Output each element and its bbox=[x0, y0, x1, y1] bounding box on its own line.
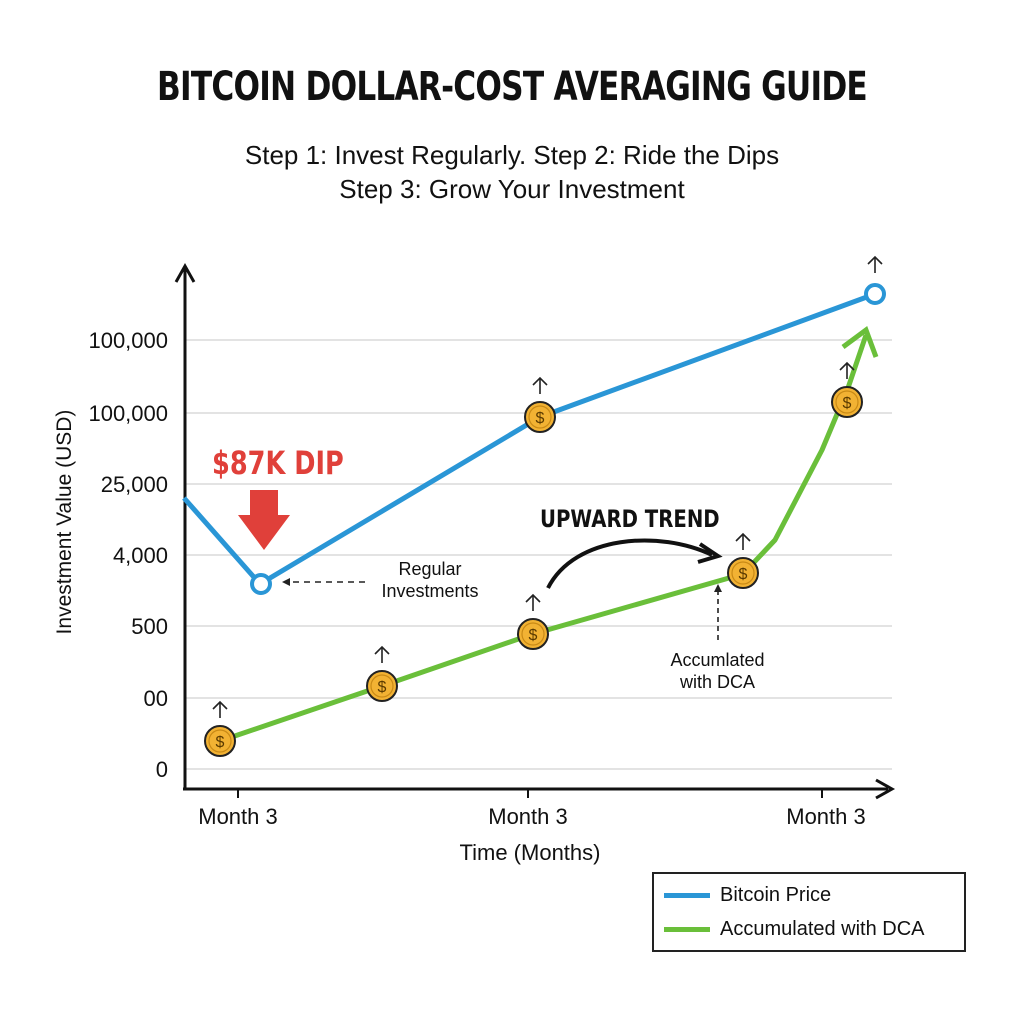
bitcoin-end-marker bbox=[864, 283, 886, 305]
legend-item-bitcoin: Bitcoin Price bbox=[664, 884, 831, 907]
annotation-line: Accumlated bbox=[670, 650, 765, 670]
coin-icon bbox=[524, 377, 556, 433]
x-axis bbox=[183, 778, 896, 800]
annotation-line: Investments bbox=[381, 581, 479, 601]
coin-icon bbox=[727, 533, 759, 589]
legend-item-dca: Accumulated with DCA bbox=[664, 918, 925, 941]
chart-title: BITCOIN DOLLAR-COST AVERAGING GUIDE bbox=[157, 64, 868, 110]
dip-arrow-icon bbox=[238, 490, 290, 550]
legend: Bitcoin Price Accumulated with DCA bbox=[652, 872, 966, 952]
legend-swatch-blue bbox=[664, 893, 710, 898]
y-axis-label: Investment Value (USD) bbox=[53, 409, 76, 635]
bitcoin-dip-marker bbox=[250, 573, 272, 595]
legend-label: Bitcoin Price bbox=[720, 884, 832, 906]
coin-icon bbox=[204, 701, 236, 757]
y-tick-label: 0 bbox=[155, 757, 168, 782]
accumulated-annotation: Accumlated with DCA bbox=[650, 649, 785, 693]
x-tick-label: Month 3 bbox=[786, 804, 866, 829]
x-tick-label: Month 3 bbox=[198, 804, 278, 829]
x-tick-label: Month 3 bbox=[488, 804, 568, 829]
annotation-line: Regular bbox=[398, 559, 462, 579]
dip-annotation: $87K DIP bbox=[212, 444, 344, 482]
legend-label: Accumulated with DCA bbox=[720, 918, 925, 940]
regular-investments-annotation: Regular Investments bbox=[370, 558, 490, 602]
x-axis-label: Time (Months) bbox=[459, 840, 601, 865]
coin-icon bbox=[831, 362, 863, 418]
upward-trend-arrow-icon bbox=[546, 538, 713, 589]
dca-arrowhead bbox=[841, 326, 879, 358]
y-tick-label: 4,000 bbox=[112, 543, 168, 568]
y-tick-label: 00 bbox=[143, 686, 168, 711]
y-tick-label: 500 bbox=[131, 614, 168, 639]
coin-icon bbox=[366, 646, 398, 702]
bitcoin-price-line bbox=[182, 291, 876, 587]
annotation-line: with DCA bbox=[679, 672, 755, 692]
y-axis bbox=[174, 262, 196, 790]
legend-swatch-green bbox=[664, 927, 710, 932]
upward-trend-annotation: UPWARD TREND bbox=[540, 505, 720, 533]
y-tick-label: 100,000 bbox=[88, 401, 168, 426]
y-tick-label: 100,000 bbox=[88, 328, 168, 353]
y-tick-label: 25,000 bbox=[100, 472, 168, 497]
coin-icon bbox=[517, 594, 549, 650]
chart-subtitle-line1: Step 1: Invest Regularly. Step 2: Ride t… bbox=[244, 140, 780, 170]
chart-subtitle-line2: Step 3: Grow Your Investment bbox=[339, 174, 685, 204]
